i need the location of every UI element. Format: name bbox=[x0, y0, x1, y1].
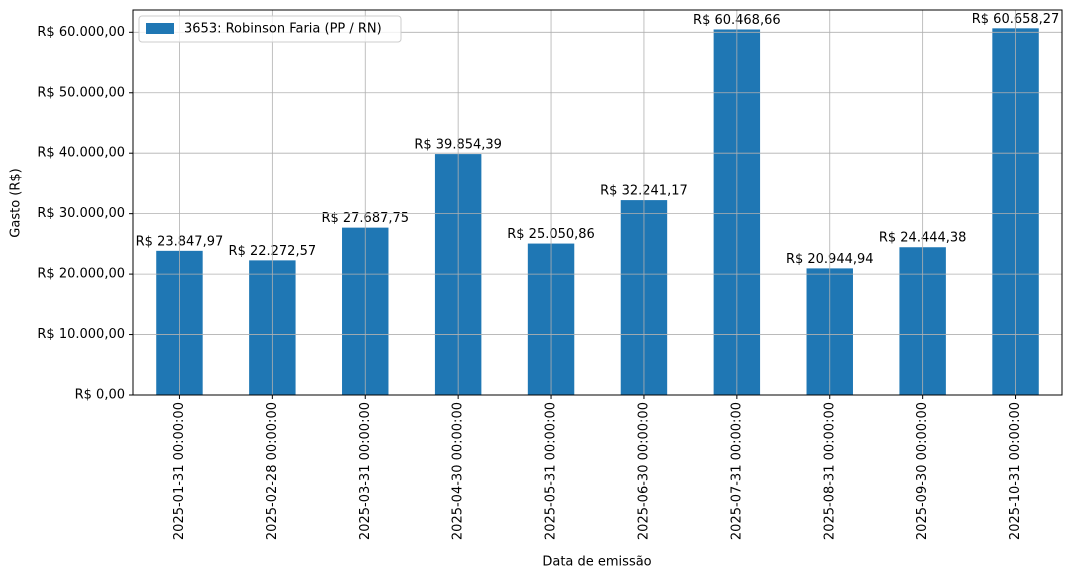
x-tick-label: 2025-09-30 00:00:00 bbox=[915, 402, 930, 540]
y-axis-label: Gasto (R$) bbox=[9, 168, 24, 237]
y-tick-label: R$ 20.000,00 bbox=[37, 267, 125, 282]
x-tick-label: 2025-10-31 00:00:00 bbox=[1008, 402, 1023, 540]
plot-frame bbox=[132, 9, 1063, 396]
y-tick-label: R$ 30.000,00 bbox=[37, 206, 125, 221]
x-tick-label: 2025-04-30 00:00:00 bbox=[451, 402, 466, 540]
legend-label: 3653: Robinson Faria (PP / RN) bbox=[184, 22, 382, 37]
legend-swatch bbox=[146, 23, 174, 34]
x-axis-label: Data de emissão bbox=[542, 555, 651, 570]
y-tick-label: R$ 0,00 bbox=[75, 388, 125, 403]
x-tick-label: 2025-03-31 00:00:00 bbox=[358, 402, 373, 540]
x-tick-label: 2025-07-31 00:00:00 bbox=[729, 402, 744, 540]
x-tick-label: 2025-06-30 00:00:00 bbox=[636, 402, 651, 540]
x-tick-label: 2025-08-31 00:00:00 bbox=[822, 402, 837, 540]
y-tick-label: R$ 60.000,00 bbox=[37, 25, 125, 40]
legend-box bbox=[138, 15, 402, 43]
x-tick-label: 2025-02-28 00:00:00 bbox=[265, 402, 280, 540]
x-tick-label: 2025-05-31 00:00:00 bbox=[544, 402, 559, 540]
y-tick-label: R$ 50.000,00 bbox=[37, 85, 125, 100]
x-tick-label: 2025-01-31 00:00:00 bbox=[172, 402, 187, 540]
y-tick-label: R$ 40.000,00 bbox=[37, 146, 125, 161]
y-tick-label: R$ 10.000,00 bbox=[37, 327, 125, 342]
